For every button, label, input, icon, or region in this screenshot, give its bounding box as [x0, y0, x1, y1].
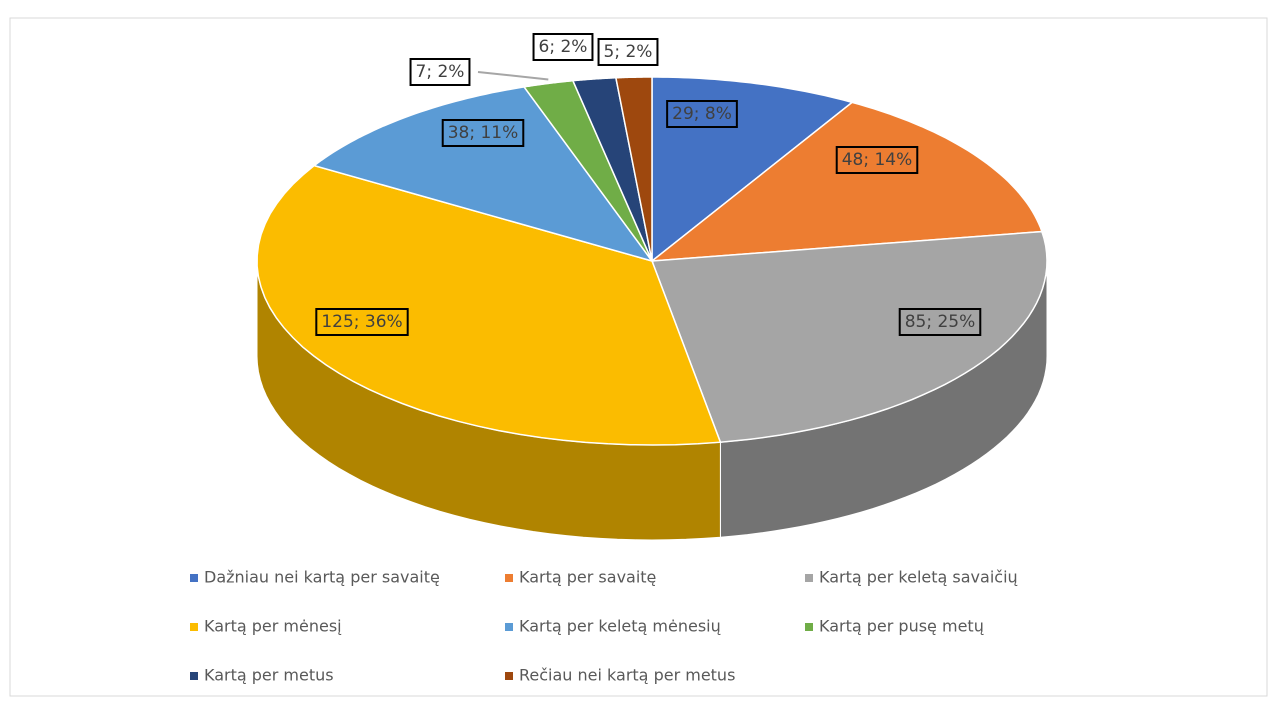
legend-label: Dažniau nei kartą per savaitę: [204, 568, 440, 587]
legend-label: Kartą per keletą savaičių: [819, 568, 1018, 587]
data-label: 85; 25%: [905, 312, 976, 332]
legend-swatch: [505, 574, 513, 582]
data-label-box: [532, 33, 594, 61]
data-label-box: [666, 100, 738, 128]
slice: [256, 164, 722, 446]
slice: [650, 230, 1048, 443]
data-label: 6; 2%: [539, 37, 588, 57]
data-label-box: [597, 38, 659, 66]
legend-swatch: [505, 623, 513, 631]
data-label: 7; 2%: [416, 62, 465, 82]
legend-swatch: [805, 623, 813, 631]
legend-swatch: [805, 574, 813, 582]
slice: [571, 77, 653, 262]
legend-label: Kartą per keletą mėnesių: [519, 617, 721, 636]
legend-swatch: [190, 623, 198, 631]
slice: [649, 101, 1043, 262]
data-label-box: [315, 308, 409, 336]
data-label: 38; 11%: [448, 123, 519, 143]
legend-label: Kartą per mėnesį: [204, 617, 342, 636]
data-label: 125; 36%: [321, 312, 402, 332]
data-label: 5; 2%: [604, 42, 653, 62]
legend-label: Kartą per savaitę: [519, 568, 656, 587]
data-label-box: [898, 308, 982, 336]
data-label-box: [441, 119, 525, 147]
data-label: 48; 14%: [842, 150, 913, 170]
legend-swatch: [190, 574, 198, 582]
slice: [312, 86, 654, 263]
slice: [651, 76, 854, 263]
legend-swatch: [505, 672, 513, 680]
data-label-box: [409, 58, 471, 86]
legend-label: Kartą per metus: [204, 666, 334, 685]
legend-label: Rečiau nei kartą per metus: [519, 666, 735, 685]
leader-line: [477, 71, 549, 81]
data-label: 29; 8%: [672, 104, 732, 124]
data-label-box: [835, 146, 919, 174]
slice: [522, 79, 653, 262]
legend-swatch: [190, 672, 198, 680]
slice: [615, 76, 653, 262]
legend-label: Kartą per pusę metų: [819, 617, 984, 636]
